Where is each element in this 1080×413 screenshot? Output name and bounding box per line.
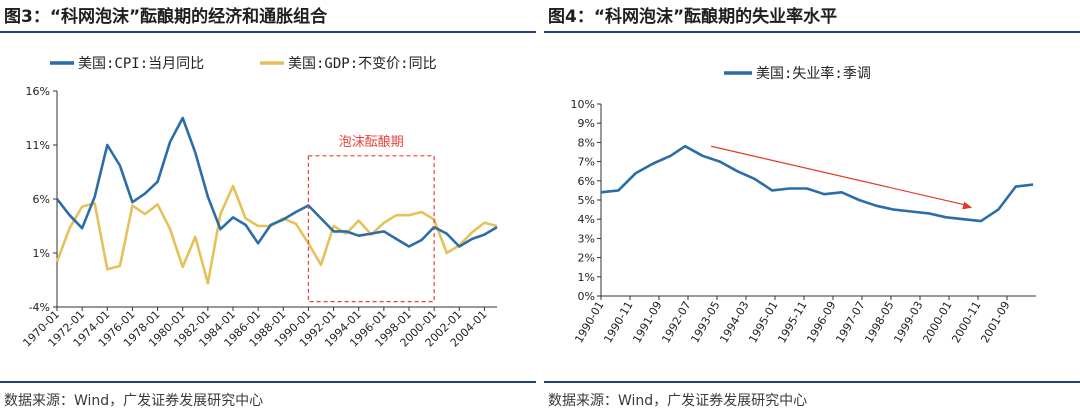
source-rule (544, 381, 1080, 383)
y-tick-label: 0% (578, 290, 595, 303)
y-tick-label: 1% (578, 271, 595, 284)
title-rule (544, 31, 1080, 33)
legend-label-2: 美国:GDP:不变价:同比 (288, 56, 437, 72)
y-tick-label: 3% (578, 232, 595, 245)
x-tick-label: 2001-09 (978, 299, 1012, 345)
trend-arrow-head (962, 201, 973, 210)
series-line-1 (55, 116, 498, 248)
figure-4-panel: 图4：“科网泡沫”酝酿期的失业率水平 美国:失业率:季调 10% 9% 8% 7% 6% 5… (544, 0, 1080, 413)
y-tick-label: 6% (578, 175, 595, 188)
y-tick-label: 2% (578, 252, 595, 265)
y-tick-label: 8% (578, 136, 595, 149)
y-tick-label: 10% (571, 98, 595, 111)
figure-3-source: 数据来源：Wind，广发证券发展研究中心 (4, 393, 264, 409)
title-rule (0, 31, 536, 33)
figure-3-chart: 美国:CPI:当月同比 美国:GDP:不变价:同比16%11%6%1%-4%197… (20, 56, 498, 350)
series-line-1 (600, 144, 1034, 223)
figure-4-chart: 美国:失业率:季调10%9%8%7%6%5%4%3%2%1%0%1990-011… (571, 65, 1036, 345)
y-tick-label: 7% (578, 156, 595, 169)
y-tick-label: 11% (26, 139, 50, 152)
y-tick-label: 1% (33, 247, 50, 260)
bubble-period-label: 泡沫酝酿期 (339, 134, 404, 150)
figure-3-panel: 图3：“科网泡沫”酝酿期的经济和通胀组合 美国:CPI:当月同比 美国:GDP:不… (0, 0, 536, 413)
legend-label-1: 美国:CPI:当月同比 (78, 56, 204, 72)
y-tick-label: -4% (29, 301, 50, 314)
trend-arrow-line (711, 145, 965, 206)
y-tick-label: 5% (578, 194, 595, 207)
y-tick-label: 4% (578, 213, 595, 226)
y-tick-label: 9% (578, 117, 595, 130)
figure-4-source: 数据来源：Wind，广发证券发展研究中心 (548, 393, 808, 409)
series-line-2 (55, 184, 498, 285)
y-tick-label: 6% (33, 193, 50, 206)
bubble-period-box (307, 155, 435, 303)
y-tick-label: 16% (26, 85, 50, 98)
figure-3-title: 图3：“科网泡沫”酝酿期的经济和通胀组合 (4, 7, 328, 27)
source-rule (0, 381, 536, 383)
legend-label-1: 美国:失业率:季调 (756, 65, 871, 82)
figure-4-title: 图4：“科网泡沫”酝酿期的失业率水平 (548, 7, 838, 27)
